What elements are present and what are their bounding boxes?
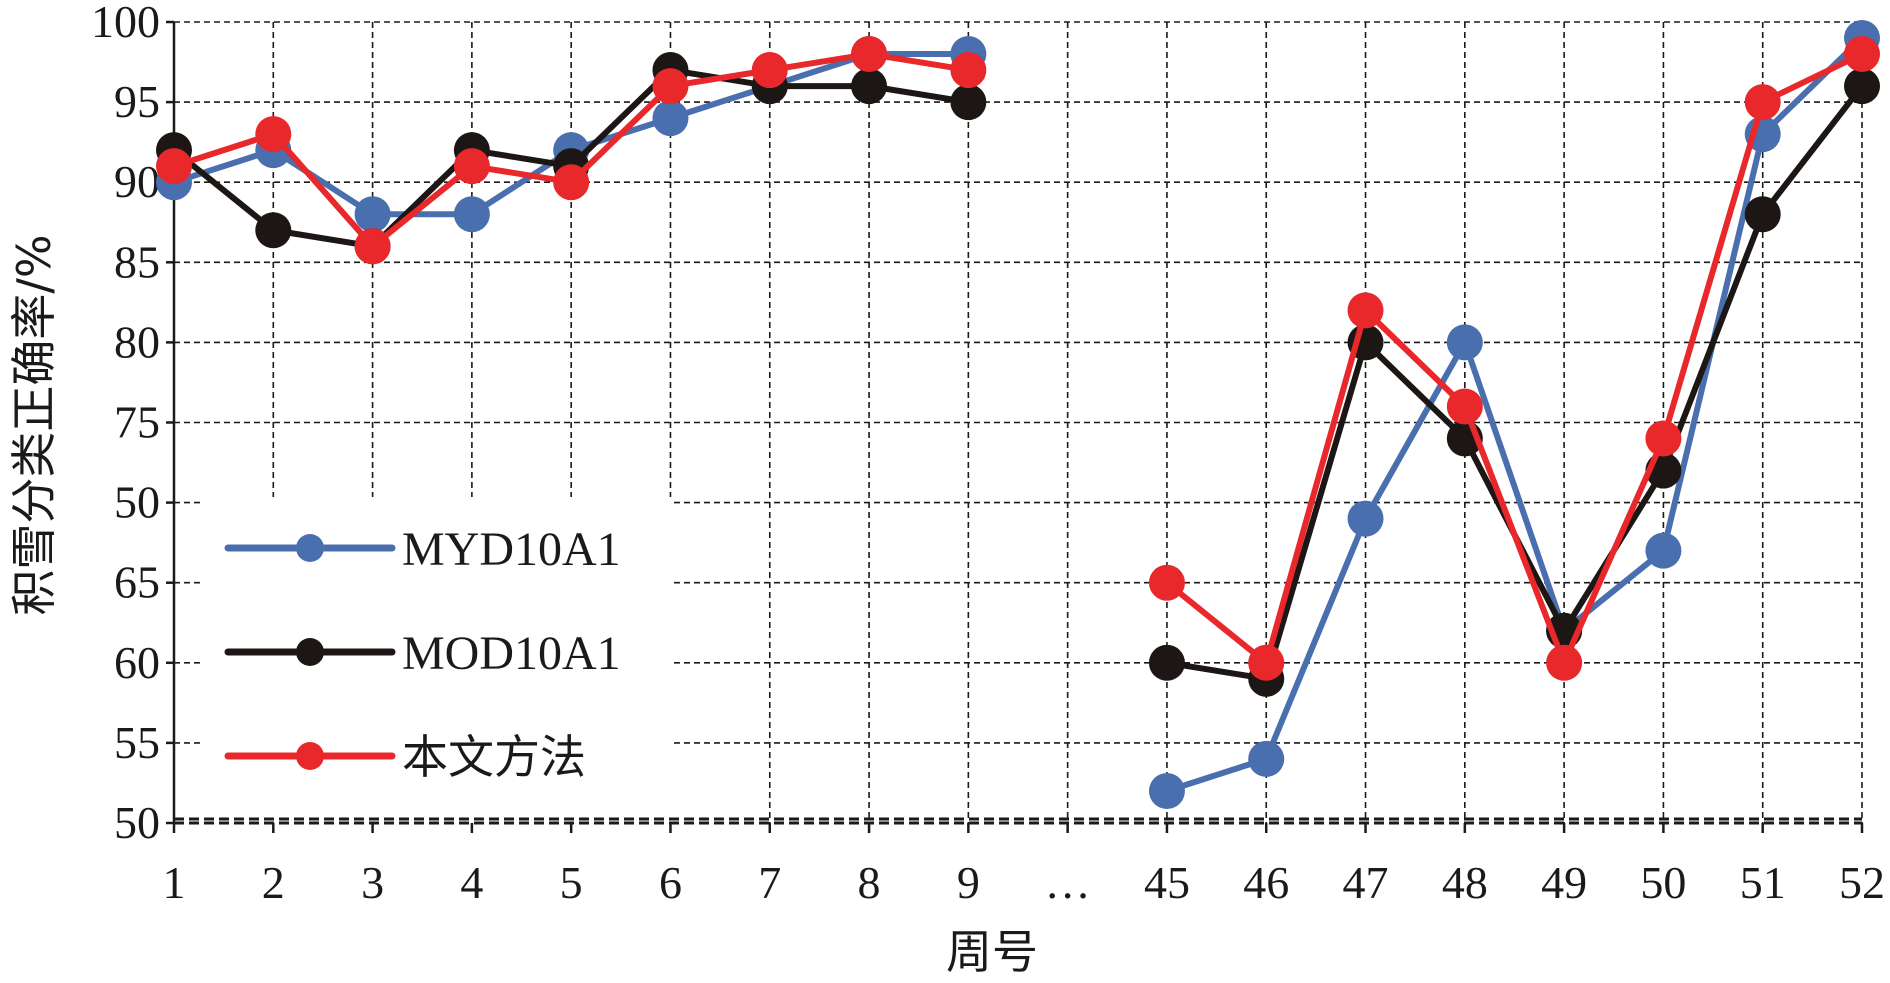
- series-0-point: [652, 100, 689, 137]
- x-tick-label: 48: [1442, 857, 1488, 908]
- series-0-point: [453, 196, 490, 233]
- legend-label: MOD10A1: [402, 627, 621, 680]
- legend-background: [200, 497, 672, 827]
- series-2-point: [1744, 84, 1781, 121]
- x-tick-label: 2: [262, 857, 285, 908]
- x-tick-label: 52: [1839, 857, 1885, 908]
- series-2-point: [652, 68, 689, 105]
- legend-label: MYD10A1: [402, 523, 621, 576]
- x-tick-label: …: [1045, 857, 1091, 908]
- legend-label: 本文方法: [402, 730, 586, 784]
- x-tick-label: 5: [560, 857, 583, 908]
- y-tick-label: 100: [91, 0, 160, 47]
- series-1-point: [950, 84, 987, 121]
- y-tick-labels: 50 55 60 65 50 75 80 85 90 95 100: [91, 0, 160, 848]
- series-0-point: [1347, 500, 1384, 537]
- y-axis-title: 积雪分类正确率/%: [7, 234, 61, 615]
- x-tick-label: 4: [460, 857, 483, 908]
- y-tick-label: 50: [114, 477, 160, 528]
- grid: [174, 21, 1863, 827]
- y-tick-label: 85: [114, 236, 160, 287]
- series-1-point: [851, 68, 888, 105]
- x-tick-label: 49: [1541, 857, 1587, 908]
- y-tick-label: 60: [114, 637, 160, 688]
- x-axis-title: 周号: [946, 925, 1038, 979]
- series-0-point: [354, 196, 391, 233]
- series-2-point: [453, 148, 490, 185]
- series-2-point: [950, 52, 987, 89]
- series-1-point: [255, 212, 292, 249]
- x-tick-label: 6: [659, 857, 682, 908]
- series-2-point: [354, 228, 391, 265]
- legend-marker: [296, 638, 324, 666]
- series-1-point: [1844, 68, 1880, 105]
- y-tick-label: 90: [114, 156, 160, 207]
- legend: MYD10A1 MOD10A1 本文方法: [224, 523, 621, 784]
- x-tick-label: 47: [1343, 857, 1389, 908]
- x-tick-label: 1: [163, 857, 186, 908]
- series-0-line-1: [1163, 35, 1865, 794]
- y-tick-label: 80: [114, 316, 160, 367]
- x-tick-label: 7: [758, 857, 781, 908]
- series-group: [156, 20, 1880, 809]
- x-tick-label: 9: [957, 857, 980, 908]
- series-0-point: [1248, 740, 1285, 777]
- series-2-point: [553, 164, 590, 201]
- series-2-point: [851, 36, 888, 73]
- x-tick-label: 45: [1144, 857, 1190, 908]
- series-2-point: [1546, 644, 1583, 681]
- series-2-point: [1148, 564, 1185, 601]
- legend-marker: [296, 534, 324, 562]
- series-1-line-1: [1163, 83, 1865, 682]
- series-0-point: [1148, 772, 1185, 809]
- y-tick-label: 95: [114, 76, 160, 127]
- series-0-point: [1446, 324, 1483, 361]
- legend-marker: [296, 742, 324, 770]
- x-tick-label: 3: [361, 857, 384, 908]
- x-tick-label: 8: [858, 857, 881, 908]
- series-1-point: [1744, 196, 1781, 233]
- x-tick-labels: 1 2 3 4 5 6 7 8 9… 45 46 47 48 49 50 51 52: [163, 857, 1886, 908]
- series-2-point: [751, 52, 788, 89]
- series-2-line-1: [1163, 51, 1865, 666]
- series-2-point: [156, 148, 192, 185]
- series-2-point: [255, 116, 292, 153]
- series-1-point: [1148, 644, 1185, 681]
- series-2-point: [1645, 420, 1682, 457]
- y-tick-label: 50: [114, 797, 160, 848]
- x-tick-label: 51: [1740, 857, 1786, 908]
- x-tick-label: 46: [1243, 857, 1289, 908]
- series-2-point: [1446, 388, 1483, 425]
- x-tick-label: 50: [1640, 857, 1686, 908]
- series-2-point: [1347, 292, 1384, 329]
- series-0-point: [1645, 532, 1682, 569]
- y-tick-label: 55: [114, 717, 160, 768]
- series-2-point: [1248, 644, 1285, 681]
- y-tick-label: 75: [114, 397, 160, 448]
- series-2-point: [1844, 36, 1880, 73]
- y-tick-label: 65: [114, 557, 160, 608]
